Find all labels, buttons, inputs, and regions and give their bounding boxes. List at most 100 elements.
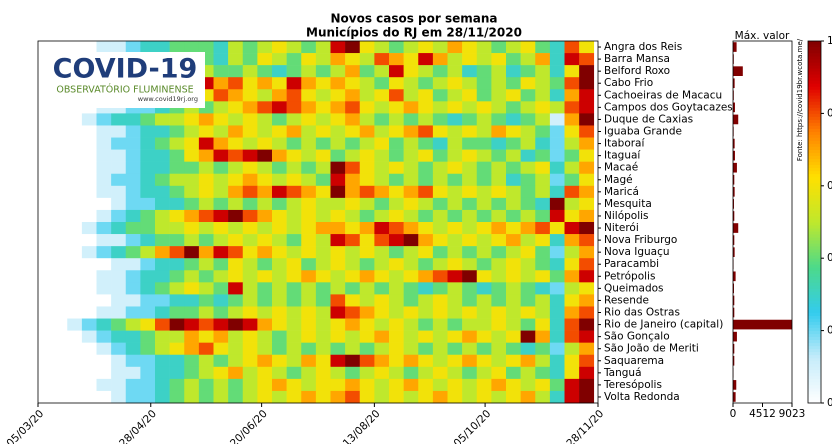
colorbar-step — [808, 321, 821, 325]
heat-cell — [155, 366, 170, 380]
heat-cell — [272, 258, 287, 271]
heat-cell — [447, 197, 463, 211]
heat-cell — [549, 318, 565, 331]
row-label: São Gonçalo — [604, 331, 670, 343]
colorbar-step — [808, 240, 821, 244]
heat-cell — [169, 137, 185, 150]
heat-cell — [67, 125, 83, 138]
heat-cell — [169, 390, 185, 404]
heat-cell — [345, 366, 361, 380]
heat-cell — [81, 41, 97, 54]
colorbar-step — [808, 273, 821, 277]
heat-cell — [506, 306, 521, 319]
heat-cell — [198, 113, 214, 126]
heat-cell — [330, 173, 346, 187]
heat-cell — [301, 354, 317, 368]
heat-cell — [38, 137, 53, 150]
heat-cell — [198, 41, 214, 54]
heat-cell — [330, 137, 346, 150]
heat-cell — [374, 390, 390, 404]
heat-cell — [564, 113, 580, 126]
heat-cell — [52, 185, 68, 199]
heat-cell — [345, 342, 361, 356]
heat-cell — [389, 318, 404, 331]
bar — [733, 343, 735, 354]
heat-cell — [169, 185, 185, 199]
heat-cell — [374, 197, 390, 211]
heat-cell — [374, 378, 390, 392]
heat-cell — [462, 41, 478, 54]
heat-cell — [213, 197, 229, 211]
heat-cell — [359, 390, 375, 404]
colorbar-step — [808, 261, 821, 265]
heat-cell — [418, 222, 434, 235]
heat-cell — [476, 185, 492, 199]
heat-cell — [184, 282, 200, 295]
heat-cell — [242, 53, 258, 66]
heat-cell — [301, 185, 317, 199]
heat-cell — [125, 282, 141, 295]
heat-cell — [140, 149, 156, 162]
heat-cell — [549, 366, 565, 380]
bar — [733, 247, 735, 257]
heat-cell — [506, 234, 521, 247]
heat-cell — [38, 366, 53, 380]
heat-cell — [389, 330, 404, 343]
heat-cell — [228, 342, 244, 356]
heat-cell — [447, 282, 463, 295]
colorbar-tick-label: 1 — [827, 35, 832, 47]
heat-cell — [301, 65, 317, 78]
row-label: Maricá — [604, 186, 639, 198]
heat-cell — [447, 366, 463, 380]
heat-cell — [81, 197, 97, 211]
heat-cell — [476, 234, 492, 247]
heat-cell — [67, 149, 83, 162]
heat-cell — [403, 41, 419, 54]
colorbar-step — [808, 294, 821, 298]
colorbar-step — [808, 288, 821, 292]
heat-cell — [549, 390, 565, 404]
colorbar-step — [808, 53, 821, 57]
heat-cell — [491, 149, 507, 162]
heat-cell — [213, 173, 229, 187]
heat-cell — [418, 270, 434, 283]
heat-cell — [257, 294, 273, 307]
heat-cell — [506, 390, 521, 404]
colorbar-step — [808, 399, 821, 404]
heat-cell — [432, 270, 448, 283]
colorbar-step — [808, 375, 821, 380]
colorbar-step — [808, 354, 821, 359]
heat-cell — [549, 258, 565, 271]
heat-cell — [389, 234, 404, 247]
source: Fonte: https://covid19br.wcota.me/ — [796, 38, 804, 161]
heat-cell — [462, 222, 478, 235]
heat-cell — [520, 354, 536, 368]
heat-cell — [535, 149, 551, 162]
heat-cell — [520, 53, 536, 66]
heat-cell — [418, 258, 434, 271]
heat-cell — [140, 390, 156, 404]
heat-cell — [579, 282, 595, 295]
colorbar-step — [808, 234, 821, 238]
heat-cell — [374, 294, 390, 307]
heat-cell — [491, 390, 507, 404]
heat-cell — [535, 390, 551, 404]
heat-cell — [301, 270, 317, 283]
heat-cell — [491, 161, 507, 175]
heat-cell — [579, 390, 595, 404]
heat-cell — [403, 125, 419, 138]
colorbar-tick-label: 0.4 — [827, 252, 832, 264]
bar — [733, 102, 735, 113]
heat-cell — [491, 53, 507, 66]
heat-cell — [476, 53, 492, 66]
heat-cell — [345, 125, 361, 138]
heat-cell — [520, 89, 536, 102]
heat-cell — [330, 113, 346, 126]
heat-cell — [198, 342, 214, 356]
heat-cell — [286, 378, 302, 392]
heat-cell — [535, 258, 551, 271]
heat-cell — [462, 101, 478, 114]
heat-cell — [564, 173, 580, 187]
heat-cell — [476, 209, 492, 223]
colorbar-step — [808, 246, 821, 250]
